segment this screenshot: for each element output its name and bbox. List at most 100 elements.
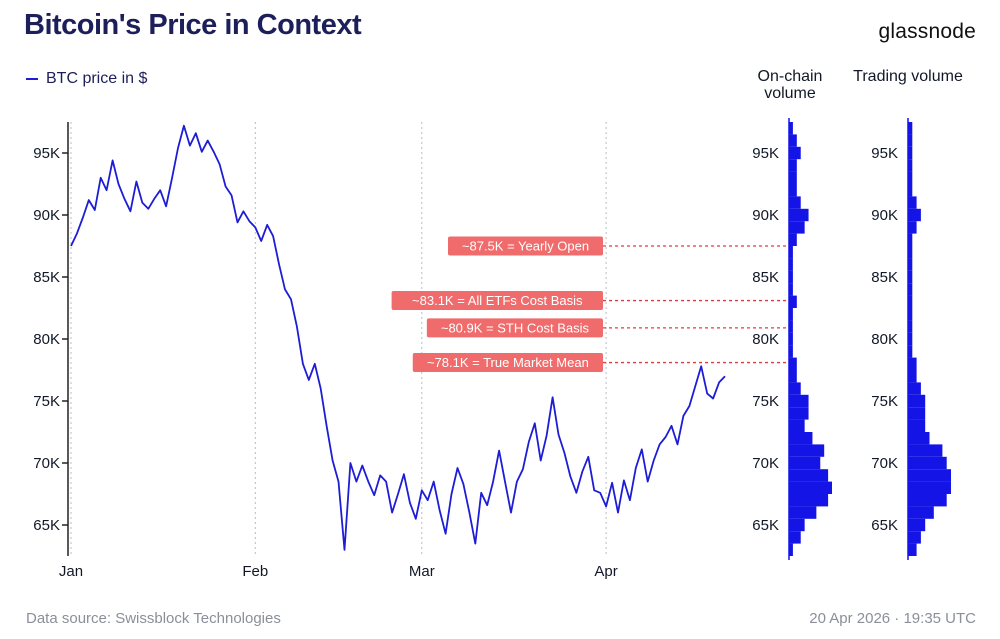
volume-bar: [908, 345, 913, 358]
x-tick-label: Feb: [242, 563, 268, 580]
volume-bar: [908, 518, 926, 532]
volume-bar: [789, 295, 797, 308]
volume-bar: [789, 444, 825, 457]
volume-bar: [908, 469, 951, 482]
volume-bar: [908, 407, 926, 420]
annotation-box: [448, 236, 603, 256]
profile-tick-label: 90K: [871, 207, 898, 224]
volume-bar: [908, 531, 921, 544]
profile-tick-label: 65K: [752, 517, 779, 534]
volume-bar: [789, 146, 801, 160]
volume-bar: [789, 469, 829, 482]
volume-bar: [789, 506, 817, 519]
profile-tick-label: 65K: [871, 517, 898, 534]
volume-bar: [789, 494, 829, 507]
volume-bar: [908, 295, 913, 308]
volume-bar: [908, 543, 917, 556]
volume-bar: [908, 432, 930, 445]
volume-bar: [789, 246, 793, 259]
legend-swatch: [26, 78, 38, 80]
volume-bar: [789, 258, 793, 271]
volume-bar: [789, 543, 793, 556]
y-tick-label: 85K: [33, 269, 60, 286]
annotation-label: ~83.1K = All ETFs Cost Basis: [412, 293, 583, 308]
annotation-box: [391, 291, 603, 311]
volume-bar: [789, 382, 801, 395]
volume-bar: [908, 382, 921, 395]
volume-bar: [908, 184, 913, 197]
volume-bar: [789, 184, 797, 197]
volume-bar: [789, 394, 809, 408]
legend: BTC price in $: [26, 70, 147, 88]
volume-bar: [908, 357, 917, 370]
profile-tick-label: 90K: [752, 207, 779, 224]
volume-bar: [908, 258, 913, 271]
data-source: Data source: Swissblock Technologies: [26, 610, 281, 627]
volume-bar: [908, 171, 913, 184]
annotation-label: ~87.5K = Yearly Open: [462, 239, 589, 254]
volume-bar: [789, 171, 797, 184]
volume-bar: [908, 122, 913, 135]
profile-tick-label: 85K: [871, 269, 898, 286]
volume-bar: [789, 481, 832, 494]
volume-bar: [789, 196, 801, 209]
volume-bar: [908, 494, 947, 507]
volume-bar: [908, 456, 947, 470]
volume-bar: [789, 233, 797, 246]
volume-bar: [908, 270, 913, 284]
x-tick-label: Mar: [409, 563, 435, 580]
volume-bar: [789, 518, 805, 532]
volume-bar: [908, 208, 921, 222]
profile-tick-label: 75K: [752, 393, 779, 410]
volume-bar: [789, 370, 797, 383]
volume-bar: [789, 159, 797, 172]
volume-bar: [908, 283, 913, 296]
profile-tick-label: 70K: [871, 455, 898, 472]
volume-bar: [789, 419, 805, 432]
volume-bar: [908, 506, 934, 519]
volume-bar: [789, 332, 793, 346]
profile-tick-label: 80K: [752, 331, 779, 348]
profile-tick-label: 85K: [752, 269, 779, 286]
volume-bar: [908, 444, 943, 457]
profile-tick-label: 95K: [752, 145, 779, 162]
annotation-label: ~80.9K = STH Cost Basis: [441, 320, 590, 335]
legend-label: BTC price in $: [46, 70, 148, 87]
volume-bar: [789, 283, 793, 296]
timestamp: 20 Apr 2026 · 19:35 UTC: [809, 610, 976, 627]
profile-tick-label: 75K: [871, 393, 898, 410]
y-tick-label: 70K: [33, 455, 60, 472]
volume-bar: [789, 407, 809, 420]
y-tick-label: 80K: [33, 331, 60, 348]
y-tick-label: 95K: [33, 145, 60, 162]
volume-bar: [908, 159, 913, 172]
volume-bar: [789, 208, 809, 222]
profile-tick-label: 70K: [752, 455, 779, 472]
volume-bar: [908, 233, 913, 246]
volume-bar: [789, 456, 821, 470]
volume-bar: [908, 332, 913, 346]
price-line: [70, 124, 726, 551]
volume-bar: [789, 357, 797, 370]
volume-bar: [908, 308, 913, 321]
volume-bar: [789, 122, 793, 135]
annotation-box: [412, 353, 603, 373]
volume-bar: [908, 196, 917, 209]
y-tick-label: 65K: [33, 517, 60, 534]
volume-bar: [789, 221, 805, 234]
x-tick-label: Jan: [59, 563, 83, 580]
annotation-label: ~78.1K = True Market Mean: [427, 355, 589, 370]
volume-bar: [789, 432, 813, 445]
trading-volume-title: Trading volume: [853, 68, 963, 85]
volume-bar: [908, 419, 926, 432]
profile-tick-label: 95K: [871, 145, 898, 162]
onchain-volume-profile: 65K 70K 75K 80K 85K 90K 95K: [752, 118, 832, 560]
volume-bar: [908, 320, 913, 333]
volume-bar: [789, 134, 797, 147]
chart-title: Bitcoin's Price in Context: [24, 9, 362, 41]
volume-bar: [908, 246, 913, 259]
volume-bar: [908, 370, 917, 383]
y-tick-label: 90K: [33, 207, 60, 224]
x-tick-label: Apr: [594, 563, 617, 580]
